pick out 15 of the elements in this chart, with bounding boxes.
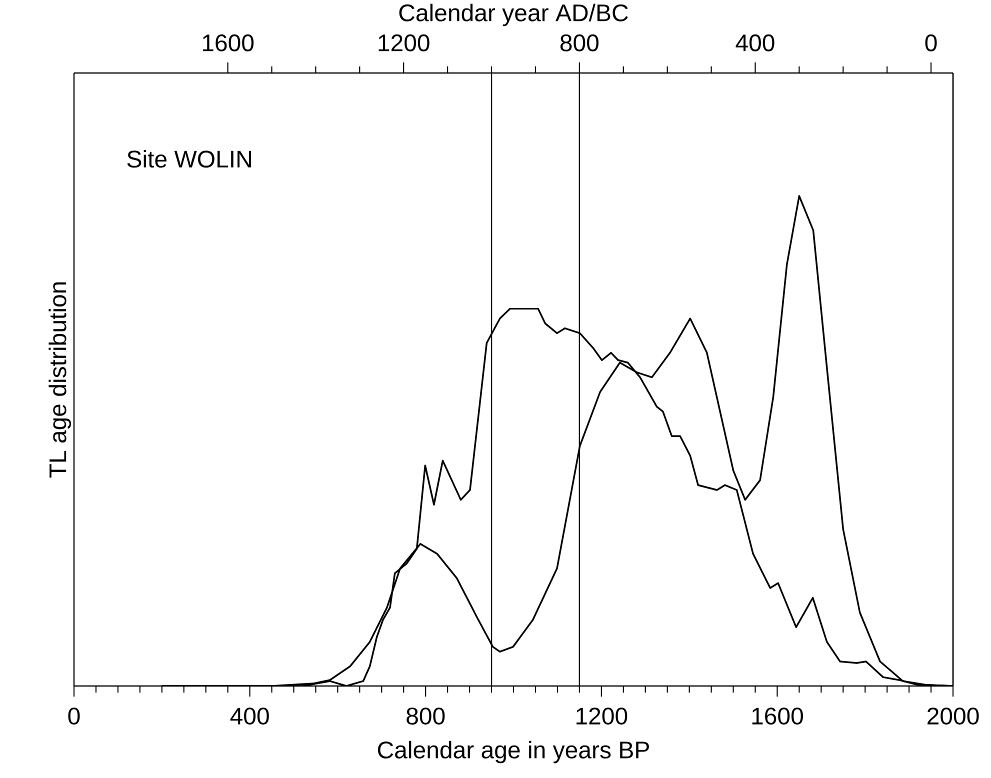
x-tick-label: 1600 [752,708,803,725]
y-axis-title: TL age distribution [48,282,72,478]
x-axis-title: Calendar age in years BP [378,740,649,764]
x2-tick-label: 0 [925,34,937,52]
x2-tick-label: 1200 [378,34,430,52]
x2-tick-label: 1600 [202,34,254,52]
x2-axis-title: Calendar year AD/BC [399,4,628,26]
x-tick-label: 400 [230,708,269,725]
x-tick-label: 2000 [928,708,979,725]
x-tick-label: 1200 [576,708,628,725]
x2-tick-label: 400 [736,34,774,52]
x2-tick-label: 800 [560,34,599,52]
text: Site WOLIN [127,150,251,168]
x-tick-label: 800 [406,708,445,725]
x-tick-label: 0 [68,708,80,725]
